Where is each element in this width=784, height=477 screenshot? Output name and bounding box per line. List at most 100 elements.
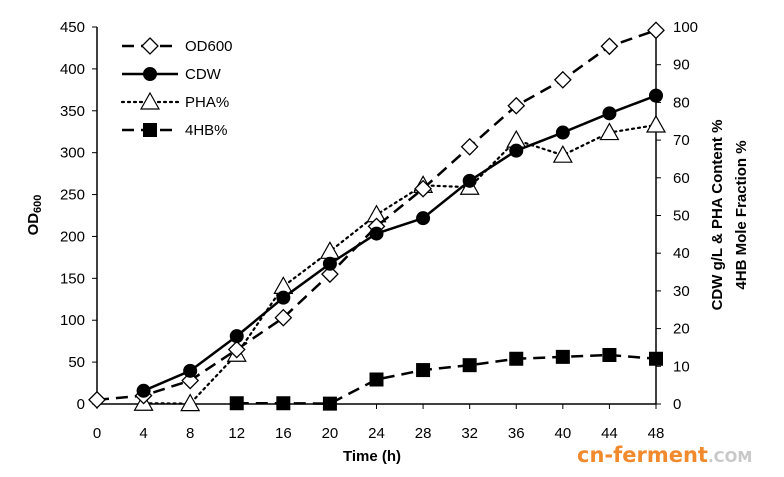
- right-tick-label: 0: [673, 396, 681, 413]
- data-point-4hb: [416, 363, 431, 378]
- x-tick-label: 48: [648, 425, 665, 442]
- data-point-pha: [319, 241, 340, 259]
- legend-item-pha: PHA%: [120, 91, 229, 111]
- legend-marker-4hb: [143, 123, 157, 137]
- svg-text:OD600: OD600: [25, 195, 44, 236]
- data-point-cdw: [276, 290, 291, 305]
- data-point-od600: [507, 96, 526, 115]
- data-point-pha: [599, 122, 620, 141]
- x-axis-title: Time (h): [343, 448, 401, 465]
- left-tick-label: 100: [60, 312, 85, 329]
- left-axis-title-main: OD: [25, 213, 42, 236]
- data-point-od600: [460, 137, 479, 156]
- data-point-cdw: [509, 143, 524, 158]
- x-tick-label: 40: [554, 425, 571, 442]
- x-tick-label: 44: [601, 425, 618, 442]
- left-tick-label: 300: [60, 145, 85, 162]
- data-point-cdw: [462, 173, 477, 188]
- data-point-4hb: [462, 358, 477, 373]
- x-tick-label: 0: [93, 425, 101, 442]
- watermark-main: cn-ferment: [577, 443, 708, 467]
- left-tick-label: 0: [77, 396, 85, 413]
- data-point-od600: [88, 390, 106, 409]
- x-tick-label: 12: [228, 425, 245, 442]
- left-axis-title-sub: 600: [32, 195, 44, 213]
- right-tick-label: 10: [673, 358, 690, 375]
- x-tick-label: 36: [508, 425, 525, 442]
- legend-marker-od600: [141, 37, 159, 55]
- data-point-od600: [227, 340, 246, 359]
- data-point-4hb: [322, 396, 337, 411]
- right-tick-label: 60: [673, 170, 690, 187]
- right-tick-label: 100: [673, 19, 698, 36]
- data-point-od600: [600, 37, 619, 56]
- x-tick-label: 24: [368, 425, 385, 442]
- legend-label-cdw: CDW: [185, 66, 222, 83]
- legend: OD600 CDW PHA% 4HB%: [120, 37, 233, 139]
- left-tick-label: 200: [60, 228, 85, 245]
- data-point-od600: [274, 308, 293, 327]
- x-tick-label: 4: [139, 425, 147, 442]
- data-point-od600: [414, 179, 433, 198]
- data-point-cdw: [602, 106, 617, 121]
- data-point-4hb: [229, 396, 244, 411]
- right-tick-label: 40: [673, 245, 690, 262]
- data-point-cdw: [649, 88, 663, 103]
- data-point-cdw: [229, 329, 244, 344]
- legend-item-od600: OD600: [122, 37, 233, 55]
- data-point-od600: [647, 21, 665, 40]
- data-point-pha: [645, 114, 667, 133]
- data-point-pha: [552, 144, 573, 163]
- data-point-cdw: [416, 211, 431, 226]
- legend-marker-pha: [139, 91, 161, 110]
- right-tick-label: 30: [673, 283, 690, 300]
- legend-item-4hb: 4HB%: [122, 122, 228, 139]
- right-tick-label: 50: [673, 208, 690, 225]
- data-point-4hb: [649, 351, 663, 366]
- x-tick-label: 8: [186, 425, 194, 442]
- left-tick-label: 350: [60, 103, 85, 120]
- left-tick-label: 50: [68, 354, 85, 371]
- legend-label-4hb: 4HB%: [185, 122, 228, 139]
- series-line-pha: [142, 123, 658, 405]
- left-tick-label: 450: [60, 19, 85, 36]
- right-axis-title-line1: CDW g/L & PHA Content %: [709, 120, 726, 311]
- data-point-od600: [553, 70, 572, 89]
- data-point-pha: [180, 393, 201, 412]
- watermark: cn-ferment.COM: [577, 443, 752, 467]
- legend-marker-cdw: [143, 67, 157, 81]
- x-tick-label: 20: [322, 425, 339, 442]
- right-tick-label: 70: [673, 132, 690, 149]
- data-point-4hb: [509, 351, 524, 366]
- right-tick-label: 20: [673, 321, 690, 338]
- left-tick-label: 400: [60, 61, 85, 78]
- watermark-suffix: .COM: [708, 448, 752, 466]
- data-point-4hb: [555, 349, 570, 364]
- left-tick-label: 150: [60, 270, 85, 287]
- legend-label-pha: PHA%: [185, 94, 229, 111]
- legend-item-cdw: CDW: [122, 66, 222, 83]
- data-point-od600: [320, 265, 339, 284]
- left-axis-title: OD600: [25, 195, 44, 236]
- data-point-4hb: [602, 347, 617, 362]
- data-point-cdw: [369, 226, 384, 241]
- series-cdw: [136, 88, 663, 398]
- data-point-cdw: [183, 363, 198, 378]
- series-pha: [133, 114, 667, 412]
- data-point-cdw: [136, 383, 151, 398]
- data-point-4hb: [276, 396, 291, 411]
- right-tick-label: 90: [673, 57, 690, 74]
- data-point-cdw: [555, 125, 570, 140]
- x-tick-label: 28: [415, 425, 432, 442]
- x-tick-label: 16: [275, 425, 292, 442]
- series-4hb: [229, 347, 663, 411]
- data-point-4hb: [369, 372, 384, 387]
- series-line-cdw: [143, 94, 657, 392]
- series-layer: [88, 21, 667, 412]
- left-tick-label: 250: [60, 187, 85, 204]
- right-axis-title-line2: 4HB Mole Fraction %: [733, 140, 750, 289]
- legend-label-od600: OD600: [185, 38, 233, 55]
- data-point-cdw: [322, 256, 337, 271]
- right-tick-label: 80: [673, 94, 690, 111]
